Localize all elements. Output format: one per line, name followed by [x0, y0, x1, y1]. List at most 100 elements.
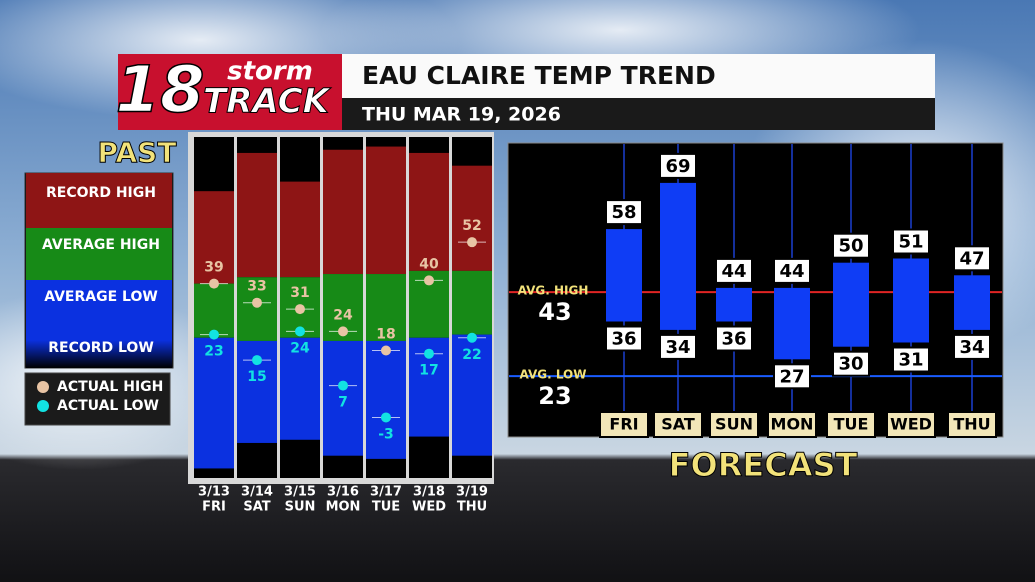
date-bar — [342, 98, 935, 130]
legend-label: RECORD LOW — [48, 340, 154, 356]
band — [366, 340, 406, 459]
category-label: THU — [953, 415, 990, 434]
legend-swatch — [26, 173, 172, 228]
category-label: FRI — [609, 415, 638, 434]
actual-label: 40 — [419, 256, 439, 272]
band — [280, 337, 320, 440]
legend-label: RECORD HIGH — [46, 185, 156, 201]
value-box — [773, 257, 811, 284]
actual-label: 23 — [204, 344, 223, 360]
actual-dot — [295, 304, 305, 315]
actual-dot — [467, 237, 477, 248]
category-box — [767, 411, 817, 438]
date-label: 3/18 — [413, 485, 445, 500]
legend-swatch — [26, 228, 172, 280]
actual-dot — [209, 329, 219, 340]
value-label: 47 — [959, 248, 984, 269]
actual-label: 15 — [247, 369, 266, 385]
legend-dot — [37, 381, 49, 393]
category-label: MON — [771, 415, 814, 434]
actual-dot — [424, 348, 434, 359]
value-label: 34 — [959, 337, 984, 358]
range-bar — [893, 258, 929, 343]
value-box — [773, 363, 811, 390]
value-box — [605, 199, 643, 226]
actual-dot — [252, 297, 262, 308]
range-bar — [954, 275, 990, 330]
value-label: 50 — [838, 236, 863, 257]
value-label: 44 — [779, 261, 804, 282]
band — [366, 274, 406, 341]
date-label: 3/16 — [327, 485, 359, 500]
value-label: 44 — [721, 261, 746, 282]
reference-label: AVG. HIGH — [518, 284, 589, 298]
weekday-label: FRI — [202, 500, 226, 515]
actual-dot — [295, 326, 305, 337]
value-box — [605, 325, 643, 352]
date-label: 3/15 — [284, 485, 316, 500]
band — [194, 337, 234, 469]
category-label: SAT — [661, 415, 695, 434]
band — [452, 165, 492, 271]
value-box — [832, 232, 870, 259]
value-label: 36 — [611, 329, 636, 350]
legend-box — [24, 372, 171, 426]
band — [237, 277, 277, 341]
date-label: 3/14 — [241, 485, 273, 500]
actual-dot — [338, 326, 348, 337]
actual-dot — [381, 412, 391, 423]
value-box — [715, 325, 753, 352]
legend-label: ACTUAL LOW — [57, 398, 159, 414]
weekday-label: WED — [412, 500, 446, 515]
header-title: EAU CLAIRE TEMP TREND — [362, 61, 716, 90]
value-label: 69 — [665, 156, 690, 177]
actual-dot — [338, 380, 348, 391]
category-label: WED — [890, 415, 932, 434]
weekday-label: MON — [326, 500, 361, 515]
actual-dot — [209, 278, 219, 289]
value-label: 58 — [611, 202, 636, 223]
category-box — [653, 411, 703, 438]
legend-label: AVERAGE LOW — [44, 289, 158, 305]
title-bar — [342, 54, 935, 98]
reference-label: AVG. LOW — [519, 368, 586, 382]
logo-number: 18 — [115, 54, 204, 128]
actual-label: 52 — [462, 218, 481, 234]
category-box — [599, 411, 649, 438]
band — [194, 283, 234, 338]
value-label: 30 — [838, 354, 863, 375]
range-bar — [716, 287, 752, 322]
reference-value: 23 — [538, 382, 571, 410]
band — [366, 146, 406, 275]
value-label: 27 — [779, 366, 804, 387]
value-box — [953, 333, 991, 360]
category-label: SUN — [715, 415, 753, 434]
value-label: 31 — [898, 350, 923, 371]
date-label: 3/17 — [370, 485, 402, 500]
legend-dot — [37, 400, 49, 412]
category-box — [826, 411, 876, 438]
legend-label: ACTUAL HIGH — [57, 379, 163, 395]
actual-label: 24 — [290, 340, 310, 356]
value-label: 34 — [665, 337, 690, 358]
past-title: PAST — [98, 136, 177, 169]
band — [452, 334, 492, 456]
value-box — [659, 333, 697, 360]
value-label: 51 — [898, 232, 923, 253]
weekday-label: TUE — [372, 500, 400, 515]
logo-box — [118, 54, 342, 130]
header-date: THU MAR 19, 2026 — [362, 104, 561, 126]
actual-label: -3 — [378, 426, 394, 442]
actual-label: 17 — [419, 363, 438, 379]
band — [409, 152, 449, 271]
value-box — [953, 245, 991, 272]
actual-label: 33 — [247, 279, 266, 295]
actual-label: 22 — [462, 347, 481, 363]
range-bar — [774, 287, 810, 360]
range-bar — [833, 262, 869, 347]
band — [323, 340, 363, 456]
category-box — [709, 411, 759, 438]
band — [237, 152, 277, 278]
